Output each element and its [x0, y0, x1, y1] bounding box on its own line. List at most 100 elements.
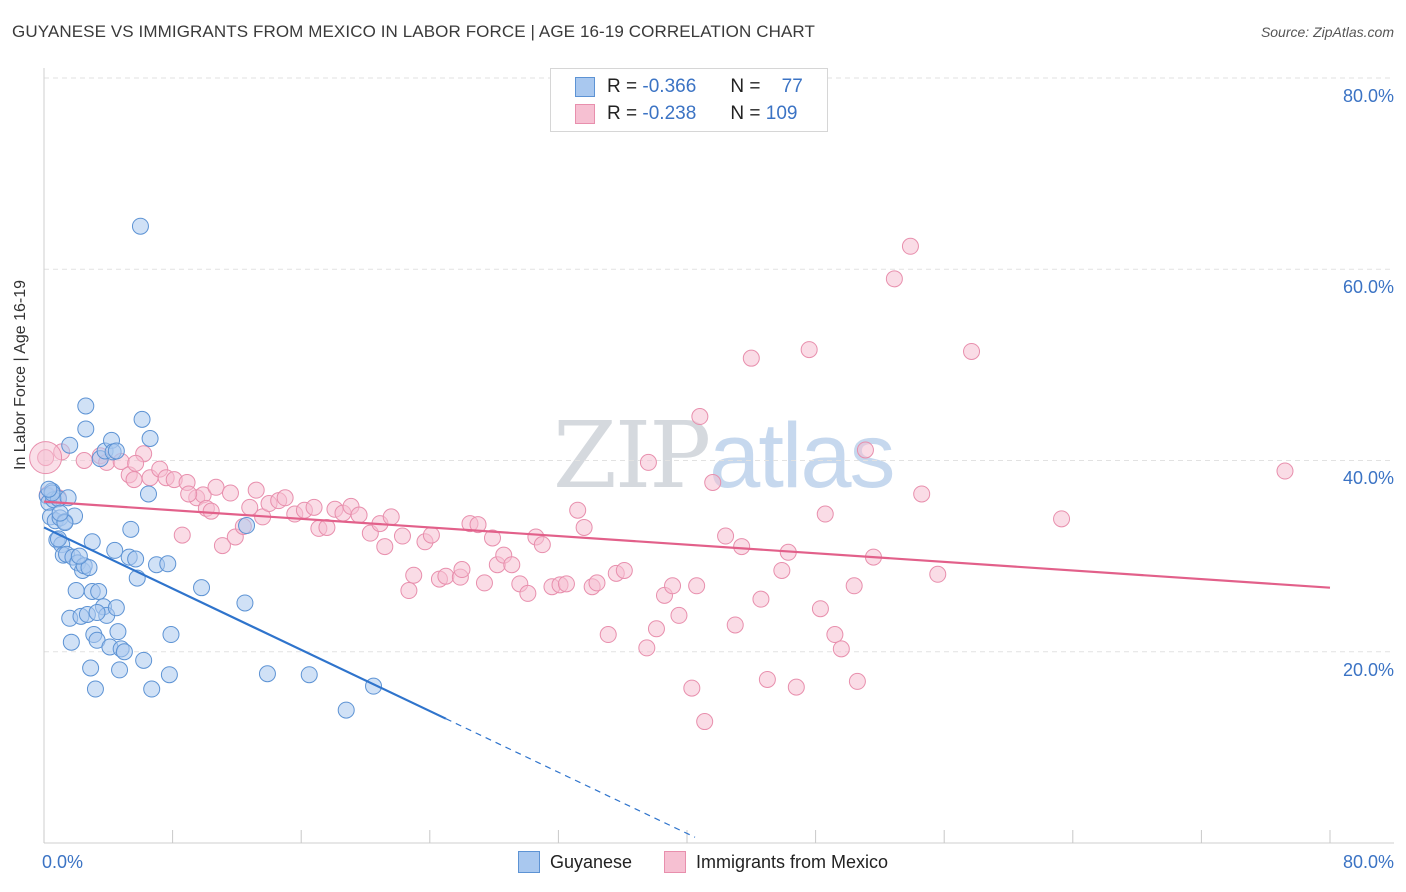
- guyanese-point: [109, 623, 127, 641]
- mexico-point: [276, 489, 294, 507]
- mexico-point: [752, 590, 770, 608]
- guyanese-point: [300, 666, 318, 684]
- y-tick-label: 40.0%: [1342, 468, 1394, 488]
- series-immigrants-from-mexico: [29, 237, 1294, 731]
- guyanese-point: [61, 436, 79, 454]
- guyanese-point: [82, 659, 100, 677]
- mexico-point: [247, 481, 265, 499]
- guyanese-point: [90, 583, 108, 601]
- mexico-point: [848, 672, 866, 690]
- guyanese-point: [40, 480, 58, 498]
- mexico-point: [885, 270, 903, 288]
- mexico-point: [393, 527, 411, 545]
- mexico-point: [704, 473, 722, 491]
- guyanese-point: [133, 410, 151, 428]
- bottom-legend-guyanese: Guyanese: [517, 851, 632, 873]
- mexico-point: [901, 237, 919, 255]
- x-tick-label: 80.0%: [1342, 852, 1394, 872]
- series-guyanese: [38, 217, 383, 719]
- bottom-legend-swatch-mexico: [664, 851, 686, 873]
- legend-r-label: R =: [607, 103, 638, 124]
- mexico-point: [405, 566, 423, 584]
- legend-n-value: 77: [781, 76, 803, 97]
- mexico-point: [811, 600, 829, 618]
- guyanese-point: [236, 594, 254, 612]
- mexico-point: [647, 620, 665, 638]
- mexico-point: [202, 502, 220, 520]
- mexico-point: [569, 501, 587, 519]
- legend-r-value: -0.238: [642, 103, 697, 124]
- guyanese-trend-line: [43, 526, 447, 720]
- mexico-point: [664, 577, 682, 595]
- watermark-zip: ZIP: [553, 402, 711, 509]
- y-tick-label: 60.0%: [1342, 277, 1394, 297]
- mexico-point: [733, 538, 751, 556]
- guyanese-point: [141, 430, 159, 448]
- chart-title: GUYANESE VS IMMIGRANTS FROM MEXICO IN LA…: [12, 22, 815, 41]
- mexico-point: [758, 670, 776, 688]
- mexico-trend-line: [43, 500, 1331, 589]
- legend-row-mexico: R = -0.238 N = 109: [575, 101, 797, 127]
- mexico-point: [221, 484, 239, 502]
- mexico-point: [469, 516, 487, 534]
- mexico-point: [350, 506, 368, 524]
- guyanese-point: [51, 504, 69, 522]
- legend-swatch-guyanese: [575, 77, 595, 97]
- source-label: Source: ZipAtlas.com: [1260, 24, 1394, 40]
- mexico-point: [437, 567, 455, 585]
- mexico-point: [305, 498, 323, 516]
- mexico-point: [422, 526, 440, 544]
- guyanese-point: [107, 442, 125, 460]
- x-tick-label: 0.0%: [42, 852, 84, 872]
- guyanese-point: [88, 604, 106, 622]
- bottom-legend-swatch-guyanese: [517, 851, 540, 873]
- mexico-point: [800, 341, 818, 359]
- mexico-point: [696, 713, 714, 731]
- guyanese-point: [67, 582, 85, 600]
- mexico-point: [127, 454, 145, 472]
- guyanese-point: [258, 665, 276, 683]
- mexico-point: [213, 537, 231, 555]
- mexico-point: [599, 626, 617, 644]
- mexico-point: [639, 453, 657, 471]
- stats-legend: R = -0.366 N = 77 R = -0.238 N = 109: [550, 68, 828, 132]
- guyanese-point: [77, 420, 95, 438]
- guyanese-point: [107, 599, 125, 617]
- mexico-point: [1276, 462, 1294, 480]
- guyanese-point: [131, 217, 149, 235]
- guyanese-point: [139, 485, 157, 503]
- mexico-point: [615, 561, 633, 579]
- y-tick-label: 80.0%: [1342, 86, 1394, 106]
- y-axis-label: In Labor Force | Age 16-19: [12, 279, 29, 470]
- mexico-point: [318, 518, 336, 536]
- guyanese-point: [106, 541, 124, 559]
- mexico-point: [533, 536, 551, 554]
- mexico-point: [683, 679, 701, 697]
- mexico-point: [826, 626, 844, 644]
- mexico-point: [376, 538, 394, 556]
- legend-r-label: R =: [607, 76, 638, 97]
- guyanese-point: [59, 489, 77, 507]
- legend-row-guyanese: R = -0.366 N = 77: [575, 74, 803, 100]
- mexico-point: [726, 616, 744, 634]
- mexico-point: [483, 529, 501, 547]
- guyanese-point: [159, 555, 177, 573]
- mexico-point: [125, 471, 143, 489]
- mexico-point: [845, 577, 863, 595]
- grid-lines: [44, 77, 1394, 653]
- mexico-point: [742, 349, 760, 367]
- guyanese-point: [115, 643, 133, 661]
- mexico-point: [1053, 510, 1071, 528]
- guyanese-point: [86, 680, 104, 698]
- guyanese-trend-extension: [445, 718, 696, 838]
- mexico-point: [453, 561, 471, 579]
- mexico-point: [832, 640, 850, 658]
- guyanese-point: [193, 579, 211, 597]
- mexico-point: [787, 678, 805, 696]
- guyanese-point: [143, 680, 161, 698]
- y-tick-label: 20.0%: [1342, 660, 1394, 680]
- legend-r-value: -0.366: [642, 76, 697, 97]
- mexico-point: [575, 518, 593, 536]
- mexico-point: [773, 561, 791, 579]
- mexico-point: [400, 582, 418, 600]
